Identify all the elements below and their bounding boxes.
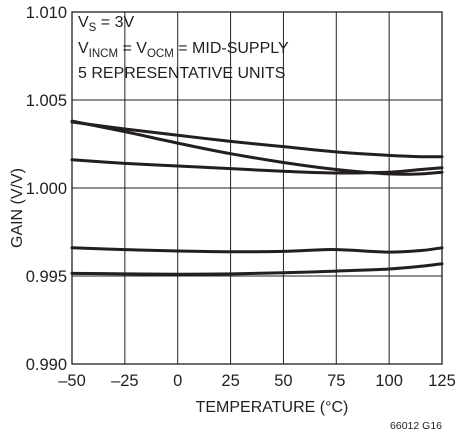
x-tick-label: 75	[327, 372, 345, 390]
y-tick-label: 0.990	[26, 356, 67, 374]
x-tick-label: 100	[375, 372, 403, 390]
x-tick-label: 50	[274, 372, 292, 390]
grid	[72, 12, 442, 364]
annotation-units: 5 REPRESENTATIVE UNITS	[78, 65, 285, 82]
x-tick-label: 125	[428, 372, 456, 390]
series-line-2	[70, 119, 444, 176]
y-tick-label: 1.005	[26, 92, 67, 110]
y-tick-label: 1.010	[26, 4, 67, 22]
x-tick-label: 0	[173, 372, 182, 390]
x-axis-title: TEMPERATURE (°C)	[196, 399, 349, 416]
x-tick-label: –50	[58, 372, 86, 390]
series-lines	[70, 119, 444, 276]
x-tick-label: –25	[111, 372, 139, 390]
y-tick-label: 1.000	[26, 180, 67, 198]
series-line-1	[70, 120, 444, 159]
x-tick-labels: –50 –25 0 25 50 75 100 125	[58, 372, 456, 390]
series-line-5	[70, 262, 444, 276]
y-axis-title: GAIN (V/V)	[9, 168, 26, 248]
y-tick-label: 0.995	[26, 268, 67, 286]
annotation-vincm: VINCM = VOCM = MID-SUPPLY	[78, 40, 289, 60]
figure-id: 66012 G16	[390, 420, 442, 432]
x-tick-label: 25	[221, 372, 239, 390]
plot-frame	[71, 11, 443, 365]
y-tick-labels: 0.990 0.995 1.000 1.005 1.010	[26, 4, 67, 374]
condition-annotations: VS = 3V VINCM = VOCM = MID-SUPPLY 5 REPR…	[78, 14, 289, 82]
series-line-3	[70, 158, 444, 175]
annotation-vs: VS = 3V	[78, 14, 134, 34]
series-line-4	[70, 246, 444, 254]
